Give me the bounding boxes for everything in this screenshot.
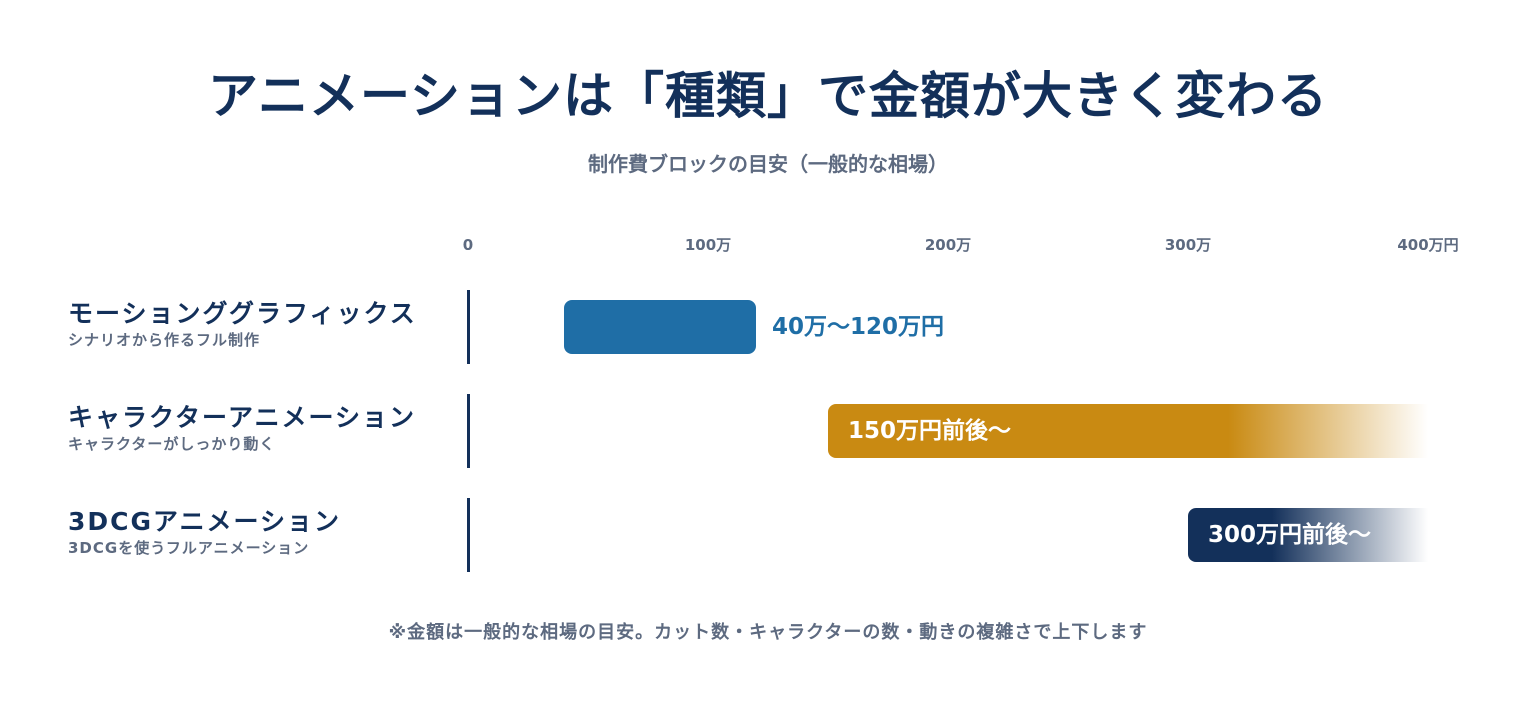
bar [564, 300, 756, 354]
category-description: 3DCGを使うフルアニメーション [68, 539, 310, 557]
category-name: キャラクターアニメーション [68, 403, 417, 432]
bar [828, 404, 1428, 458]
footnote: ※金額は一般的な相場の目安。カット数・キャラクターの数・動きの複雑さで上下します [388, 622, 1148, 643]
chart-title: アニメーションは「種類」で金額が大きく変わる [208, 67, 1328, 125]
category-name: 3DCGアニメーション [68, 507, 342, 536]
bar-value-label: 150万円前後〜 [848, 418, 1012, 444]
x-tick-label: 0 [462, 236, 474, 254]
x-tick-label: 400万円 [1397, 236, 1459, 254]
bar [1188, 508, 1428, 562]
x-tick-label: 300万 [1164, 236, 1212, 254]
category-label: モーションググラフィックスシナリオから作るフル制作 [68, 298, 417, 350]
category-label: 3DCGアニメーション 3DCGを使うフルアニメーション [68, 506, 341, 558]
category-label: キャラクターアニメーションキャラクターがしっかり動く [68, 402, 416, 454]
bar-value-label: 40万〜120万円 [772, 314, 945, 340]
axis-line [467, 290, 470, 364]
category-description: シナリオから作るフル制作 [68, 331, 261, 349]
axis-line [467, 498, 470, 572]
x-tick-label: 100万 [684, 236, 732, 254]
category-description: キャラクターがしっかり動く [68, 435, 276, 453]
bar-value-label: 300万円前後〜 [1208, 522, 1372, 548]
x-tick-label: 200万 [924, 236, 972, 254]
category-name: モーションググラフィックス [68, 299, 417, 328]
chart-subtitle: 制作費ブロックの目安（一般的な相場） [588, 152, 948, 176]
axis-line [467, 394, 470, 468]
